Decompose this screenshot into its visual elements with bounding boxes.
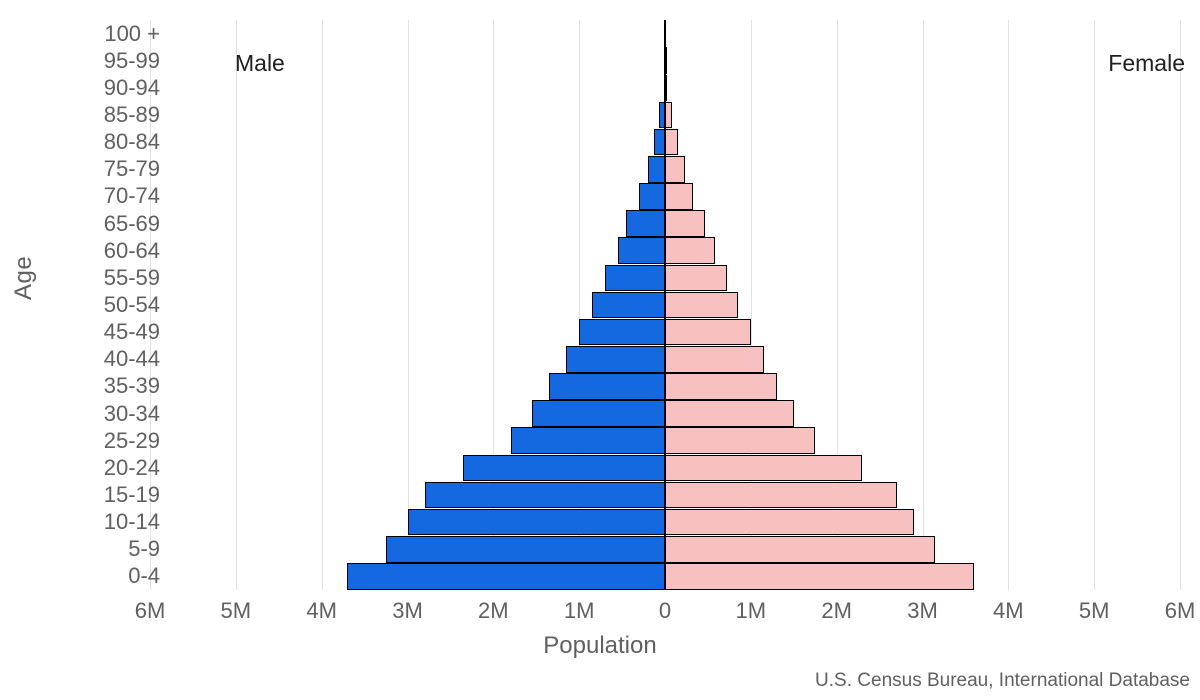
male-bar <box>347 563 665 590</box>
grid-line <box>322 20 323 590</box>
grid-line <box>923 20 924 590</box>
male-bar <box>463 455 665 482</box>
female-bar <box>665 373 777 400</box>
female-bar <box>665 536 935 563</box>
female-bar <box>665 129 678 156</box>
y-tick-label: 10-14 <box>104 511 160 533</box>
grid-line <box>236 20 237 590</box>
x-tick-label: 0 <box>659 598 671 624</box>
y-tick-label: 55-59 <box>104 267 160 289</box>
female-bar <box>665 346 764 373</box>
y-tick-label: 75-79 <box>104 158 160 180</box>
y-tick-label: 0-4 <box>128 565 160 587</box>
female-bar <box>665 265 727 292</box>
female-bar <box>665 400 794 427</box>
y-tick-label: 30-34 <box>104 403 160 425</box>
y-tick-label: 90-94 <box>104 77 160 99</box>
male-bar <box>386 536 665 563</box>
x-tick-label: 6M <box>135 598 166 624</box>
x-tick-label: 3M <box>907 598 938 624</box>
y-tick-label: 80-84 <box>104 131 160 153</box>
female-bar <box>665 509 914 536</box>
female-bar <box>665 237 715 264</box>
grid-line <box>1094 20 1095 590</box>
x-tick-label: 1M <box>564 598 595 624</box>
y-tick-label: 70-74 <box>104 185 160 207</box>
plot-area: 6M5M4M3M2M1M01M2M3M4M5M6M <box>150 20 1180 590</box>
x-tick-label: 1M <box>736 598 767 624</box>
y-tick-label: 60-64 <box>104 240 160 262</box>
female-bar <box>665 455 862 482</box>
x-tick-label: 4M <box>993 598 1024 624</box>
y-tick-label: 65-69 <box>104 213 160 235</box>
source-text: U.S. Census Bureau, International Databa… <box>815 670 1190 692</box>
female-bar <box>665 319 751 346</box>
y-tick-label: 5-9 <box>128 538 160 560</box>
y-tick-label: 100 + <box>104 23 160 45</box>
x-tick-label: 2M <box>821 598 852 624</box>
y-tick-label: 95-99 <box>104 50 160 72</box>
grid-line <box>1180 20 1181 590</box>
y-tick-label: 15-19 <box>104 484 160 506</box>
x-tick-label: 2M <box>478 598 509 624</box>
female-label: Female <box>1108 50 1185 77</box>
y-tick-label: 25-29 <box>104 430 160 452</box>
female-bar <box>665 563 974 590</box>
y-tick-label: 35-39 <box>104 375 160 397</box>
male-label: Male <box>235 50 285 77</box>
male-bar <box>626 210 665 237</box>
y-tick-label: 20-24 <box>104 457 160 479</box>
male-bar <box>511 427 666 454</box>
male-bar <box>618 237 665 264</box>
male-bar <box>639 183 665 210</box>
x-tick-label: 5M <box>221 598 252 624</box>
male-bar <box>605 265 665 292</box>
x-tick-label: 3M <box>392 598 423 624</box>
female-bar <box>665 102 672 129</box>
male-bar <box>425 482 665 509</box>
x-axis-title: Population <box>0 632 1200 660</box>
female-bar <box>665 427 815 454</box>
population-pyramid-chart: Age Population U.S. Census Bureau, Inter… <box>0 0 1200 700</box>
x-tick-label: 6M <box>1165 598 1196 624</box>
female-bar <box>665 292 738 319</box>
y-tick-label: 40-44 <box>104 348 160 370</box>
female-bar <box>665 482 897 509</box>
grid-line <box>1008 20 1009 590</box>
x-tick-label: 4M <box>306 598 337 624</box>
male-bar <box>579 319 665 346</box>
y-tick-label: 50-54 <box>104 294 160 316</box>
male-bar <box>408 509 666 536</box>
male-bar <box>532 400 665 427</box>
male-bar <box>549 373 665 400</box>
male-bar <box>592 292 665 319</box>
male-bar <box>566 346 665 373</box>
y-tick-label: 85-89 <box>104 104 160 126</box>
male-bar <box>648 156 665 183</box>
y-axis-title: Age <box>10 256 38 300</box>
y-tick-label: 45-49 <box>104 321 160 343</box>
female-bar <box>665 156 685 183</box>
x-tick-label: 5M <box>1079 598 1110 624</box>
center-axis-line <box>664 20 666 590</box>
grid-line <box>408 20 409 590</box>
female-bar <box>665 210 705 237</box>
female-bar <box>665 183 693 210</box>
